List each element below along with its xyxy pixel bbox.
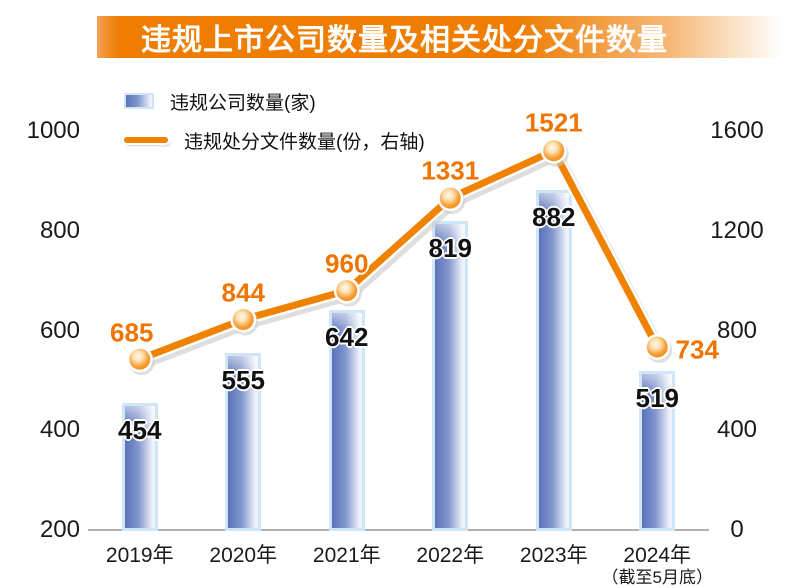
left-axis-tick-label: 400 xyxy=(39,416,80,444)
line-value-label: 960 xyxy=(325,248,369,279)
bar-value-label: 819 xyxy=(428,233,472,264)
x-axis-label-2019年: 2019年 xyxy=(105,544,174,567)
right-axis-tick-label: 800 xyxy=(716,316,758,344)
line-value-label: 685 xyxy=(110,317,154,348)
bar-series-swatch-icon xyxy=(124,93,154,109)
bar-2022年 xyxy=(432,221,469,531)
left-axis-tick-label: 1000 xyxy=(26,117,80,144)
line-point-2019年 xyxy=(128,349,155,376)
line-point-2023年 xyxy=(542,140,569,167)
line-point-2019年 xyxy=(129,348,151,370)
left-axis-tick-label: 200 xyxy=(39,516,80,543)
line-point-2024年 xyxy=(646,336,673,363)
x-axis-label-note: （截至5月底） xyxy=(601,568,713,587)
line-point-2024年 xyxy=(646,336,668,358)
right-axis-tick-label: 1200 xyxy=(710,216,764,244)
bar-2020年 xyxy=(225,352,262,531)
bar-value-label: 882 xyxy=(532,201,576,232)
line-point-2024年 xyxy=(644,333,671,360)
bar-value-label: 454 xyxy=(118,415,162,446)
bar-value-label: 555 xyxy=(221,364,265,395)
line-value-label: 1331 xyxy=(421,155,480,186)
right-axis-tick-label: 400 xyxy=(716,416,758,444)
line-point-2020年 xyxy=(230,306,257,333)
legend-bar-label: 违规公司数量(家) xyxy=(170,92,316,114)
x-axis-line xyxy=(88,529,709,531)
x-axis-label-2021年: 2021年 xyxy=(312,544,381,567)
title-banner: 违规上市公司数量及相关处分文件数量 xyxy=(97,16,795,58)
bar-2019年 xyxy=(121,403,158,531)
bar-2023年 xyxy=(535,189,572,531)
line-path xyxy=(136,148,667,370)
line-point-2022年 xyxy=(439,187,461,209)
line-path xyxy=(136,147,661,363)
line-point-2019年 xyxy=(126,346,153,373)
left-axis-tick-label: 600 xyxy=(39,316,80,344)
right-axis-tick-label: 1600 xyxy=(710,117,764,144)
right-axis-tick-label: 0 xyxy=(730,516,744,543)
line-point-2021年 xyxy=(335,280,362,307)
legend: 违规公司数量(家) 违规处分文件数量(份，右轴) xyxy=(124,88,425,153)
line-point-2020年 xyxy=(232,309,259,336)
line-value-label: 844 xyxy=(221,277,265,308)
line-point-2021年 xyxy=(333,277,360,304)
legend-item-line: 违规处分文件数量(份，右轴) xyxy=(124,127,425,153)
x-axis-label-2022年: 2022年 xyxy=(416,544,485,567)
line-point-2020年 xyxy=(232,309,254,331)
line-point-2023年 xyxy=(540,137,567,164)
line-point-2023年 xyxy=(543,140,565,162)
bar-2024年 xyxy=(639,370,676,531)
line-point-2022年 xyxy=(437,185,464,212)
line-value-label: 734 xyxy=(675,334,719,365)
bar-value-label: 519 xyxy=(635,382,679,413)
line-point-2021年 xyxy=(336,280,358,302)
x-axis-label-2024年: 2024年 xyxy=(623,544,692,567)
line-point-2022年 xyxy=(439,188,466,215)
bar-value-label: 642 xyxy=(325,321,369,352)
line-series-swatch-icon xyxy=(124,137,168,143)
x-axis-label-2023年: 2023年 xyxy=(519,544,588,567)
x-axis-label-2020年: 2020年 xyxy=(209,544,278,567)
chart-title: 违规上市公司数量及相关处分文件数量 xyxy=(141,24,668,57)
legend-item-bars: 违规公司数量(家) xyxy=(124,88,425,114)
legend-line-label: 违规处分文件数量(份，右轴) xyxy=(184,131,425,153)
line-value-label: 1521 xyxy=(524,107,583,138)
left-axis-tick-label: 800 xyxy=(39,216,80,244)
line-path xyxy=(133,144,664,366)
